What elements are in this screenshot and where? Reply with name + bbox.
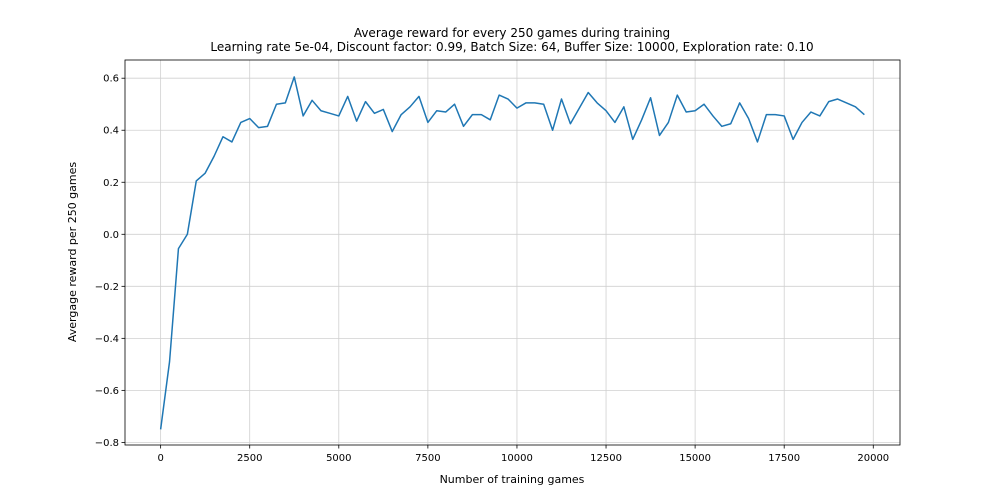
y-axis-label: Avergage reward per 250 games [66, 162, 79, 343]
chart-title: Average reward for every 250 games durin… [354, 26, 670, 40]
x-tick-label: 20000 [857, 453, 889, 464]
plot-frame [124, 59, 901, 446]
y-tick-label: 0.2 [103, 178, 119, 189]
y-axis-ticks: −0.8 −0.6 −0.4 −0.2 0.0 0.2 0.4 0.6 [95, 74, 125, 449]
x-tick-label: 17500 [768, 453, 800, 464]
chart-subtitle: Learning rate 5e-04, Discount factor: 0.… [210, 40, 813, 54]
series-layer [159, 76, 865, 430]
y-tick-label: −0.8 [95, 438, 119, 449]
x-axis-label: Number of training games [440, 473, 585, 486]
x-tick-label: 10000 [501, 453, 533, 464]
y-tick-label: −0.4 [95, 334, 119, 345]
x-tick-label: 2500 [237, 453, 262, 464]
x-tick-label: 7500 [415, 453, 440, 464]
x-tick-label: 12500 [590, 453, 622, 464]
x-tick-label: 0 [157, 453, 163, 464]
x-axis-ticks: 0 2500 5000 7500 10000 12500 15000 17500 20000 [157, 445, 889, 464]
x-tick-label: 15000 [679, 453, 711, 464]
grid-lines [125, 60, 900, 445]
y-tick-label: −0.2 [95, 282, 119, 293]
y-tick-label: 0.6 [103, 74, 119, 85]
y-tick-label: 0.4 [103, 126, 119, 137]
y-tick-label: −0.6 [95, 386, 119, 397]
y-tick-label: 0.0 [103, 230, 119, 241]
series-line [159, 76, 865, 430]
x-tick-label: 5000 [326, 453, 351, 464]
